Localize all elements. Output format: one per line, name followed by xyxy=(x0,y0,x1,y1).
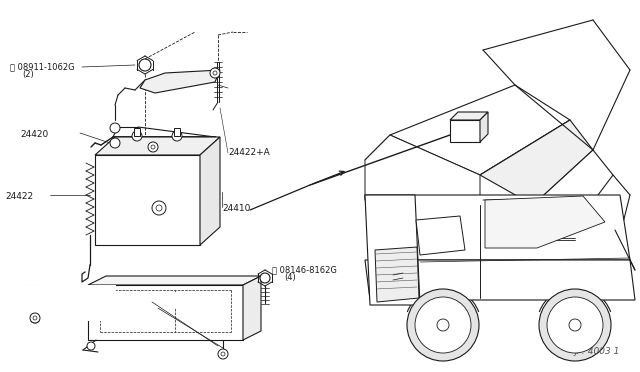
Circle shape xyxy=(569,319,581,331)
Circle shape xyxy=(539,289,611,361)
Bar xyxy=(174,128,180,136)
Polygon shape xyxy=(390,85,570,175)
Circle shape xyxy=(415,297,471,353)
Polygon shape xyxy=(88,276,261,285)
Circle shape xyxy=(30,313,40,323)
Polygon shape xyxy=(88,285,243,340)
Text: 24420: 24420 xyxy=(20,130,48,139)
Text: 24422+A: 24422+A xyxy=(228,148,269,157)
Circle shape xyxy=(30,313,40,323)
Circle shape xyxy=(221,352,225,356)
Polygon shape xyxy=(365,260,635,300)
Circle shape xyxy=(260,273,270,283)
Polygon shape xyxy=(375,247,419,302)
Circle shape xyxy=(110,138,120,148)
Circle shape xyxy=(218,349,228,359)
Text: (4): (4) xyxy=(284,273,296,282)
Text: 24415: 24415 xyxy=(128,297,156,306)
Circle shape xyxy=(547,297,603,353)
Polygon shape xyxy=(140,70,220,93)
Text: JP: 4003 1: JP: 4003 1 xyxy=(575,347,620,356)
Circle shape xyxy=(213,71,217,75)
Circle shape xyxy=(156,205,162,211)
Circle shape xyxy=(132,131,142,141)
Circle shape xyxy=(407,289,479,361)
Text: Ⓑ 08146-8162G: Ⓑ 08146-8162G xyxy=(272,265,337,274)
Bar xyxy=(115,292,230,307)
Polygon shape xyxy=(480,120,593,205)
Circle shape xyxy=(33,316,37,320)
Polygon shape xyxy=(365,195,630,260)
Text: (2): (2) xyxy=(22,70,34,79)
Text: 2443IG: 2443IG xyxy=(8,285,40,294)
Text: 24415: 24415 xyxy=(128,297,156,306)
Circle shape xyxy=(172,131,182,141)
Polygon shape xyxy=(533,150,613,215)
Circle shape xyxy=(152,201,166,215)
Text: 24410: 24410 xyxy=(222,204,250,213)
Polygon shape xyxy=(485,196,605,248)
Bar xyxy=(450,120,480,142)
Circle shape xyxy=(33,316,37,320)
Circle shape xyxy=(87,342,95,350)
Circle shape xyxy=(437,319,449,331)
Circle shape xyxy=(151,145,155,149)
Circle shape xyxy=(110,123,120,133)
Circle shape xyxy=(148,142,158,152)
Bar xyxy=(0,285,115,320)
Polygon shape xyxy=(95,137,220,155)
Text: 24415: 24415 xyxy=(8,297,36,306)
Polygon shape xyxy=(243,276,261,340)
Polygon shape xyxy=(200,137,220,245)
Polygon shape xyxy=(416,216,465,255)
Text: 24422: 24422 xyxy=(5,192,33,201)
Circle shape xyxy=(139,59,151,71)
Polygon shape xyxy=(480,112,488,142)
Bar xyxy=(95,155,200,245)
Text: 2443IG: 2443IG xyxy=(8,285,40,294)
Polygon shape xyxy=(365,135,480,225)
Circle shape xyxy=(210,68,220,78)
Polygon shape xyxy=(365,195,420,305)
Text: Ⓝ 08911-1062G: Ⓝ 08911-1062G xyxy=(10,62,75,71)
Bar xyxy=(134,128,140,136)
Polygon shape xyxy=(450,112,488,120)
